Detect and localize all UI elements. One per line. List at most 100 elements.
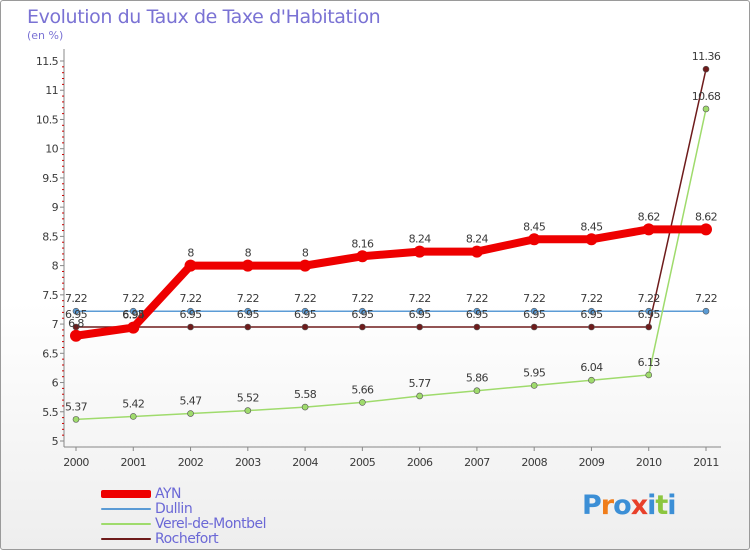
data-point-verel-de-montbel (645, 371, 653, 379)
data-label-ayn: 8.62 (638, 210, 660, 223)
data-point-rochefort (187, 323, 194, 331)
x-tick-label: 2001 (120, 456, 146, 469)
data-label-verel-de-montbel: 5.58 (294, 388, 317, 401)
data-label-rochefort: 6.95 (523, 308, 546, 321)
chart-subtitle: (en %) (27, 29, 64, 42)
data-point-ayn (528, 233, 541, 246)
legend-swatch-rochefort (101, 538, 151, 540)
data-label-verel-de-montbel: 5.37 (65, 400, 88, 413)
data-label-dullin: 7.22 (466, 292, 488, 305)
legend-swatch-verel-de-montbel (101, 523, 151, 525)
data-point-rochefort (359, 323, 366, 331)
logo-letter: P (582, 490, 602, 521)
y-tick-label: 11 (45, 84, 58, 97)
data-point-ayn (413, 245, 426, 258)
data-point-verel-de-montbel (244, 407, 252, 414)
data-point-dullin (187, 307, 194, 315)
data-label-rochefort: 6.95 (294, 308, 317, 321)
x-tick-label: 2000 (63, 456, 89, 469)
data-label-rochefort: 6.95 (65, 308, 88, 321)
x-tick-label: 2011 (693, 456, 719, 469)
data-label-verel-de-montbel: 5.52 (237, 392, 259, 405)
x-tick-label: 2004 (292, 456, 318, 469)
legend-swatch-dullin (101, 508, 151, 510)
data-label-rochefort: 6.95 (466, 308, 489, 321)
data-point-rochefort (702, 65, 710, 73)
data-label-rochefort: 6.95 (122, 308, 145, 321)
y-tick-label: 9 (52, 201, 59, 214)
data-point-verel-de-montbel (72, 416, 80, 423)
data-point-dullin (359, 307, 366, 315)
y-tick-label: 5 (52, 435, 59, 448)
proxiti-logo: Proxiti (582, 490, 677, 521)
logo-letter: i (647, 490, 656, 521)
x-tick-label: 2006 (407, 456, 433, 469)
data-label-rochefort: 6.95 (638, 308, 661, 321)
data-point-ayn (585, 233, 598, 246)
data-label-verel-de-montbel: 5.42 (122, 397, 144, 410)
data-point-dullin (645, 307, 653, 315)
data-label-ayn: 8 (302, 247, 309, 260)
data-label-ayn: 6.94 (122, 309, 145, 322)
y-tick-label: 9.5 (42, 172, 58, 185)
data-label-ayn: 8.45 (580, 220, 603, 233)
data-point-rochefort (416, 323, 423, 331)
data-label-dullin: 7.22 (122, 292, 144, 305)
data-point-ayn (299, 259, 312, 272)
data-label-ayn: 8.24 (409, 233, 432, 246)
data-point-ayn (700, 223, 712, 236)
data-point-ayn (70, 329, 82, 342)
x-tick-label: 2002 (178, 456, 204, 469)
data-label-rochefort: 6.95 (409, 308, 432, 321)
data-label-dullin: 7.22 (523, 292, 545, 305)
legend-swatch-ayn (101, 490, 151, 498)
data-label-dullin: 7.22 (237, 292, 259, 305)
y-tick-label: 7 (52, 318, 59, 331)
data-point-ayn (356, 250, 369, 263)
data-label-ayn: 8.16 (351, 237, 374, 250)
y-tick-label: 6 (52, 377, 59, 390)
data-label-verel-de-montbel: 5.47 (179, 395, 202, 408)
data-point-rochefort (588, 323, 595, 331)
data-label-ayn: 8.45 (523, 220, 546, 233)
legend-label-rochefort: Rochefort (155, 531, 219, 547)
data-label-rochefort: 6.95 (179, 308, 202, 321)
data-point-ayn (642, 223, 655, 236)
data-label-ayn: 8.24 (466, 233, 489, 246)
x-tick-label: 2008 (521, 456, 547, 469)
data-label-rochefort: 6.95 (351, 308, 374, 321)
data-point-dullin (473, 307, 481, 315)
y-tick-label: 6.5 (42, 347, 58, 360)
logo-letter: x (630, 490, 648, 521)
data-point-dullin (530, 307, 538, 315)
logo-letter: r (600, 490, 614, 521)
data-label-rochefort: 6.95 (580, 308, 603, 321)
data-point-verel-de-montbel (473, 387, 481, 395)
x-tick-label: 2003 (235, 456, 261, 469)
data-label-verel-de-montbel: 5.77 (409, 377, 432, 390)
data-point-verel-de-montbel (588, 376, 595, 384)
x-tick-label: 2010 (636, 456, 662, 469)
data-point-dullin (702, 307, 710, 315)
data-point-dullin (244, 307, 252, 315)
data-label-dullin: 7.22 (409, 292, 431, 305)
data-label-dullin: 7.22 (65, 292, 87, 305)
data-point-rochefort (473, 323, 481, 331)
x-tick-label: 2005 (350, 456, 376, 469)
legend-label-ayn: AYN (155, 486, 182, 502)
logo-letter: i (667, 490, 676, 521)
data-point-verel-de-montbel (416, 392, 423, 400)
data-point-dullin (416, 307, 423, 315)
data-label-verel-de-montbel: 6.13 (638, 356, 661, 369)
legend-label-verel-de-montbel: Verel-de-Montbel (155, 516, 267, 532)
y-tick-label: 11.5 (36, 55, 59, 68)
data-label-rochefort: 11.36 (692, 50, 721, 63)
data-point-rochefort (645, 323, 653, 331)
data-label-verel-de-montbel: 6.04 (580, 361, 603, 374)
chart-title: Evolution du Taux de Taxe d'Habitation (27, 6, 381, 28)
x-tick-label: 2009 (579, 456, 605, 469)
y-tick-label: 5.5 (42, 406, 58, 419)
data-label-dullin: 7.22 (695, 292, 717, 305)
